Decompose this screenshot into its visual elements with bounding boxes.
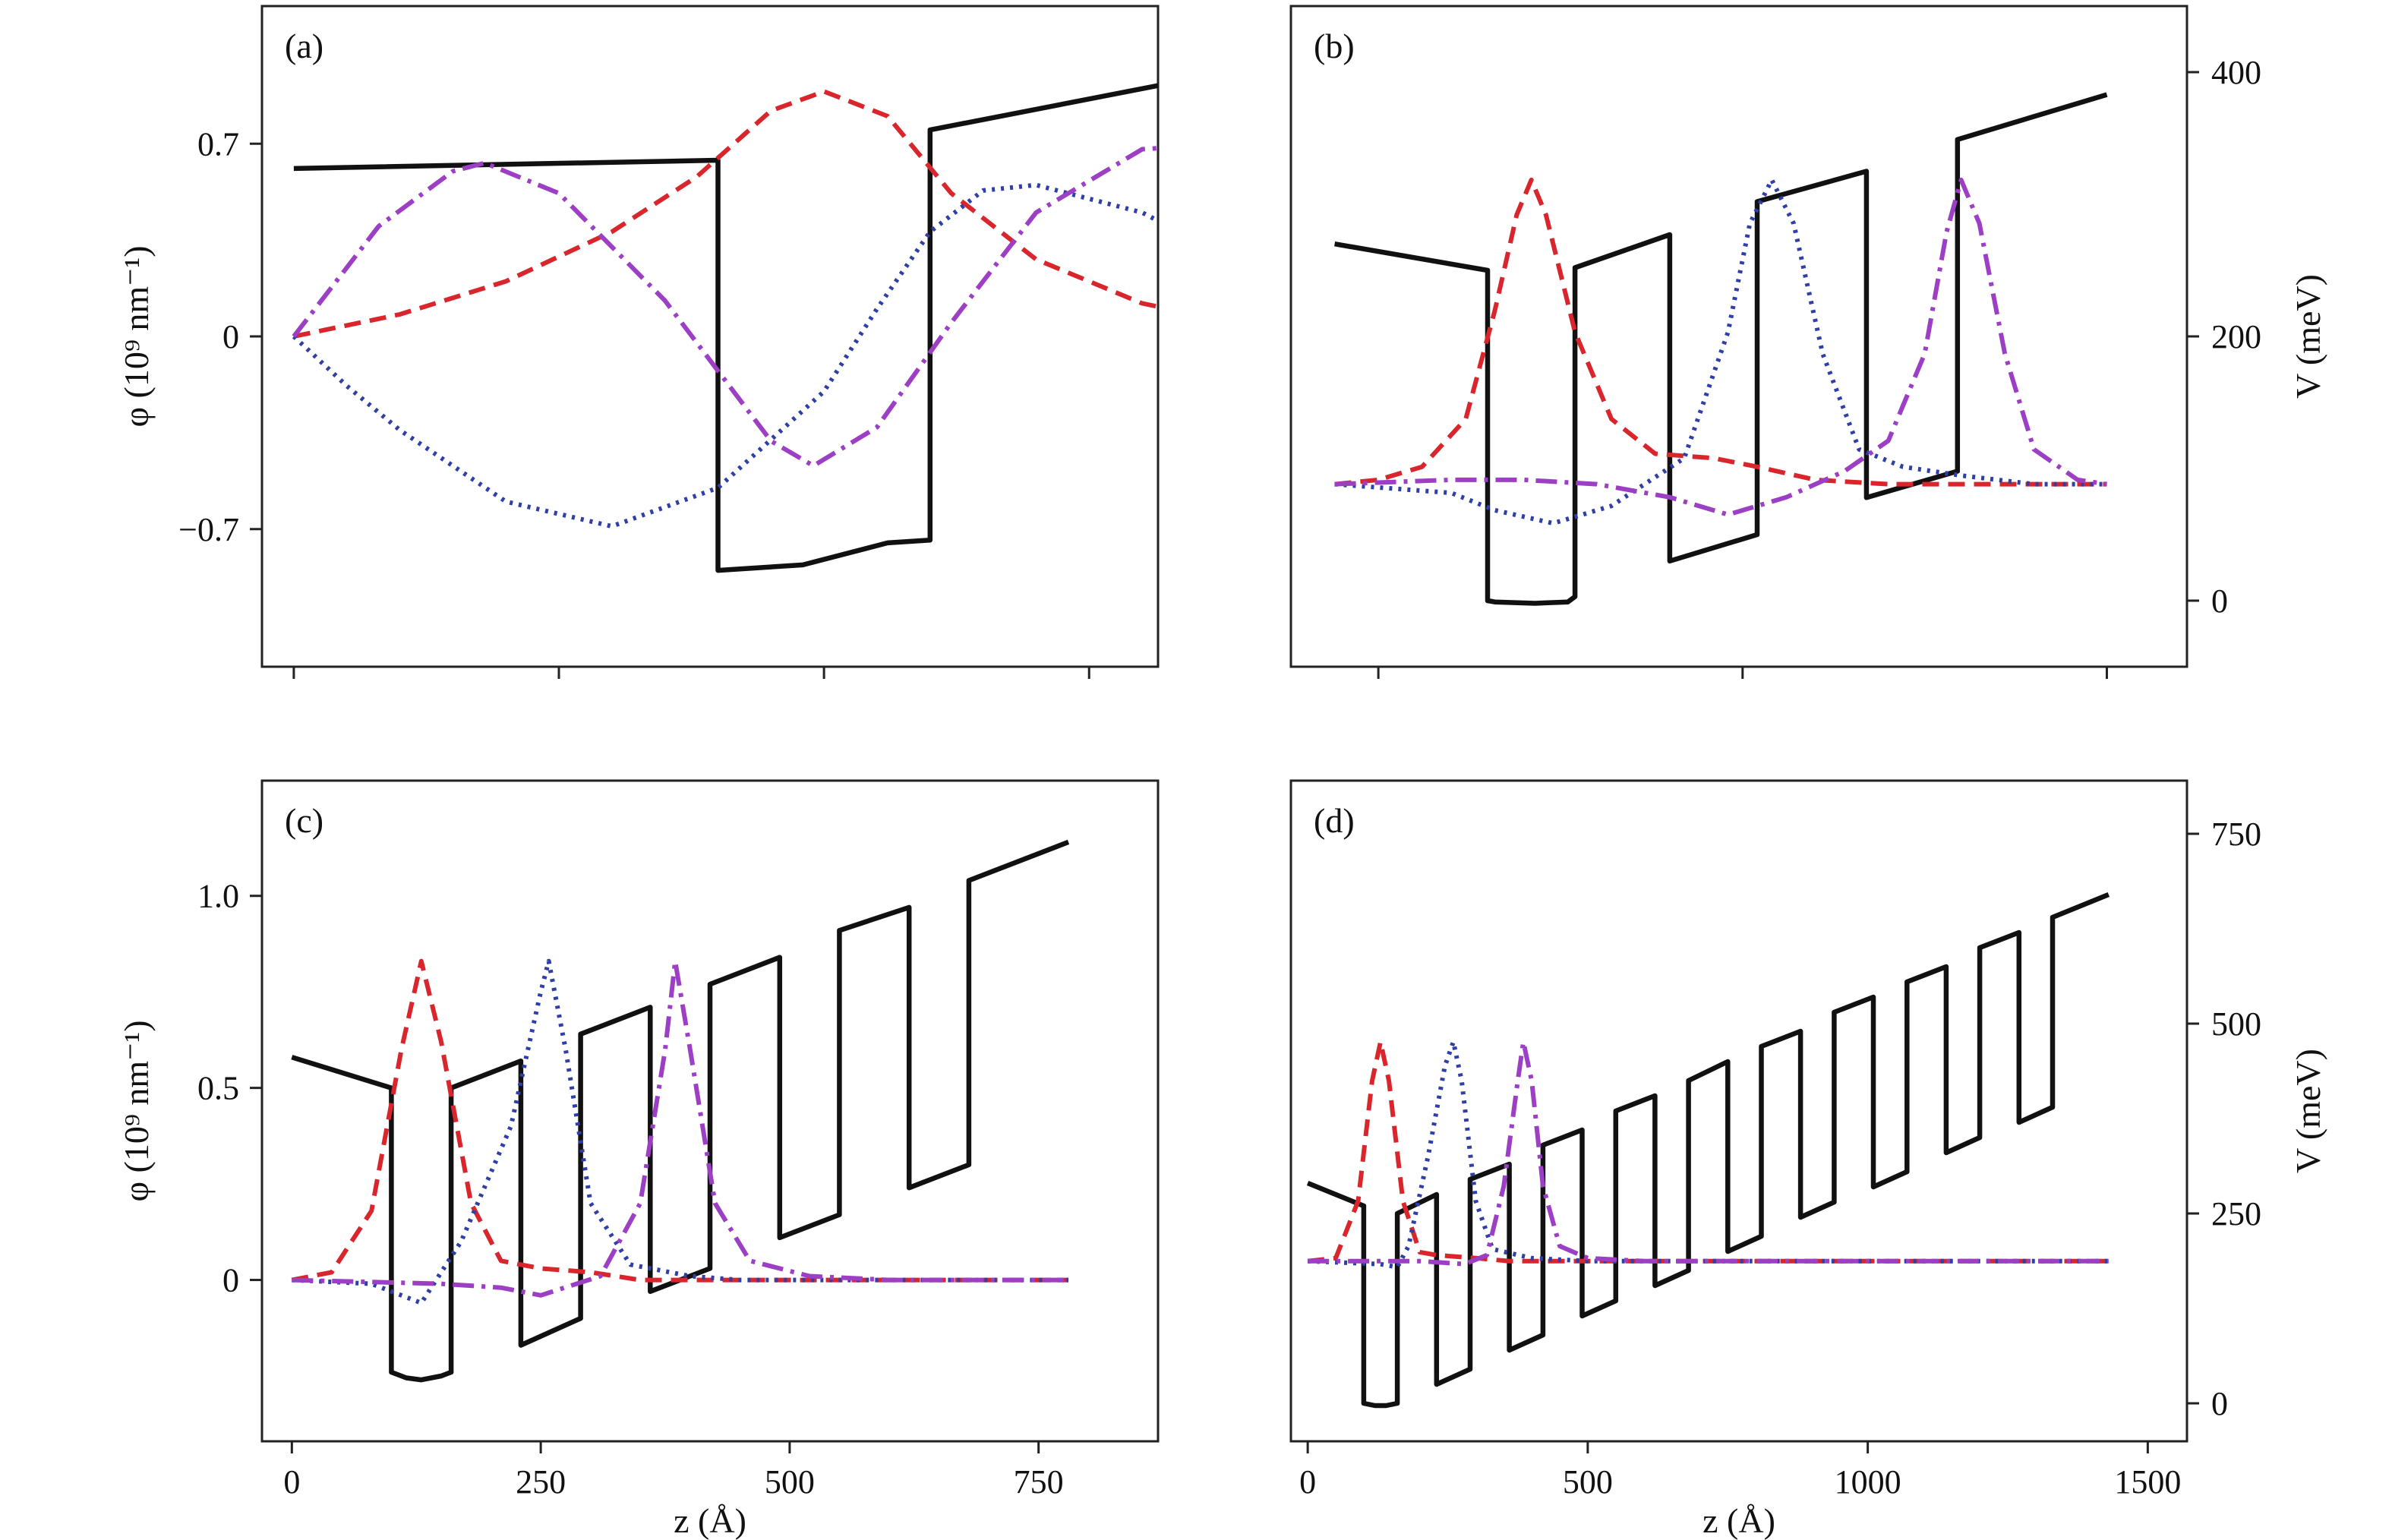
x-tick-label: 1500: [2114, 1463, 2181, 1501]
x-tick-label: 500: [1563, 1463, 1613, 1501]
y-left-tick-label: 0.7: [197, 125, 239, 163]
panel-d: 0 500 1000 1500 0 250 500 750 (d) V (meV): [1289, 779, 2327, 1501]
x-tick-label: 0: [283, 1463, 300, 1501]
panel-label: (d): [1314, 801, 1355, 840]
panel-label: (a): [285, 27, 323, 65]
y-left-axis-title: φ (10⁹ nm⁻¹): [117, 245, 156, 427]
potential-line: [1334, 92, 2108, 606]
y-left-tick-label: 0: [222, 1262, 239, 1299]
y-right-tick-label: 750: [2211, 816, 2261, 853]
series-group: [1334, 92, 2108, 606]
y-left-tick-label: 0.5: [197, 1070, 239, 1107]
series-group: [1306, 891, 2110, 1409]
state2-wavefunction-line: [292, 182, 1158, 529]
x-axis-title: z (Å): [674, 1501, 746, 1540]
y-right-axis-title: V (meV): [2289, 274, 2327, 399]
state2-wavefunction-line: [1334, 177, 2107, 526]
plot-frame: [260, 779, 1160, 1443]
y-left-tick-label: 1.0: [197, 878, 239, 915]
y-left-axis-title: φ (10⁹ nm⁻¹): [117, 1020, 156, 1201]
state3-wavefunction-line: [1334, 177, 2107, 517]
potential-line: [293, 83, 1158, 573]
series-group: [292, 83, 1158, 573]
y-right-tick-label: 0: [2211, 1385, 2228, 1422]
y-right-tick-label: 0: [2211, 582, 2228, 620]
state3-wavefunction-line: [292, 146, 1158, 469]
state3-wavefunction-line: [292, 958, 1068, 1298]
panel-c: 0 250 500 750 0 0.5 1.0 (c) φ (10⁹ nm⁻¹): [117, 779, 1160, 1501]
plot-frame: [1289, 5, 2188, 668]
y-left-tick-label: −0.7: [178, 511, 239, 548]
x-tick-label: 750: [1014, 1463, 1064, 1501]
panel-label: (c): [285, 801, 323, 840]
y-right-tick-label: 250: [2211, 1195, 2261, 1232]
x-tick-label: 250: [516, 1463, 566, 1501]
potential-line: [291, 839, 1070, 1383]
panel-label: (b): [1314, 27, 1355, 65]
state3-wavefunction-line: [1308, 1040, 2109, 1267]
plot-frame: [260, 5, 1160, 668]
state2-wavefunction-line: [292, 958, 1068, 1305]
state2-wavefunction-line: [1307, 1040, 2109, 1270]
x-axis-title: z (Å): [1702, 1501, 1775, 1540]
state1-wavefunction-line: [293, 89, 1158, 339]
series-group: [291, 839, 1070, 1383]
y-right-tick-label: 500: [2211, 1005, 2261, 1043]
x-tick-label: 500: [765, 1463, 815, 1501]
x-tick-label: 0: [1299, 1463, 1316, 1501]
x-tick-label: 1000: [1835, 1463, 1901, 1501]
panel-a: −0.7 0 0.7 (a) φ (10⁹ nm⁻¹): [117, 5, 1160, 679]
y-right-tick-label: 400: [2211, 54, 2261, 91]
state1-wavefunction-line: [291, 958, 1068, 1283]
y-left-tick-label: 0: [222, 318, 239, 355]
plot-frame: [1289, 779, 2188, 1443]
y-right-axis-title: V (meV): [2289, 1049, 2327, 1173]
y-right-tick-label: 200: [2211, 318, 2261, 355]
state1-wavefunction-line: [1334, 177, 2107, 487]
potential-line: [1306, 891, 2110, 1409]
panel-b: 0 200 400 (b) V (meV): [1289, 5, 2327, 679]
